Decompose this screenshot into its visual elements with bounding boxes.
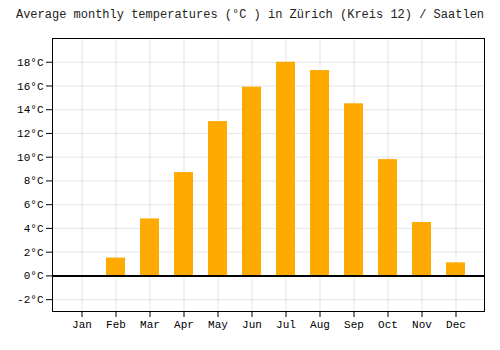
svg-text:Aug: Aug [310, 319, 330, 331]
svg-text:14°C: 14°C [17, 104, 44, 116]
svg-text:Apr: Apr [174, 319, 194, 331]
svg-text:4°C: 4°C [24, 223, 44, 235]
svg-text:16°C: 16°C [17, 80, 44, 92]
html-text:Average monthly temperatures (: Average monthly temperatures (°C ) in Zü… [16, 8, 484, 22]
svg-text:Mar: Mar [140, 319, 160, 331]
svg-text:12°C: 12°C [17, 128, 44, 140]
svg-text:-2°C: -2°C [17, 294, 44, 306]
svg-text:Jun: Jun [242, 319, 262, 331]
svg-text:8°C: 8°C [24, 175, 44, 187]
svg-text:6°C: 6°C [24, 199, 44, 211]
svg-text:May: May [208, 319, 228, 331]
svg-text:Sep: Sep [344, 319, 364, 331]
svg-text:10°C: 10°C [17, 152, 44, 164]
svg-text:0°C: 0°C [24, 270, 44, 282]
svg-text:2°C: 2°C [24, 247, 44, 259]
svg-text:Dec: Dec [446, 319, 466, 331]
svg-text:Jul: Jul [276, 319, 296, 331]
svg-text:Feb: Feb [106, 319, 126, 331]
svg-text:Nov: Nov [412, 319, 432, 331]
svg-text:18°C: 18°C [17, 57, 44, 69]
svg-text:Oct: Oct [378, 319, 398, 331]
svg-text:Jan: Jan [72, 319, 92, 331]
